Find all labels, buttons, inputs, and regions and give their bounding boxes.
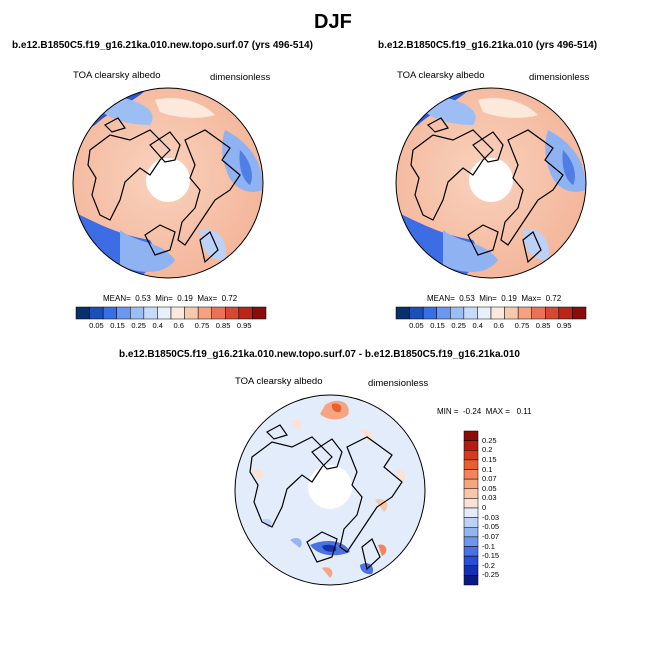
panel1-stats: MEAN= 0.53 Min= 0.19 Max= 0.72 <box>103 294 237 303</box>
panel1-min-value: 0.19 <box>177 294 193 303</box>
panel2-units-label: dimensionless <box>529 72 590 83</box>
panel3-colorbar-tick-label: -0.15 <box>482 551 500 561</box>
panel2-colorbar-tick-label: 0.6 <box>493 321 504 330</box>
panel1-colorbar-tick-label: 0.05 <box>89 321 104 330</box>
panel3-colorbar-swatch <box>463 459 479 470</box>
panel1-mean-value: 0.53 <box>135 294 151 303</box>
panel2-min-value: 0.19 <box>501 294 517 303</box>
panel1-colorbar-tick-label: 0.4 <box>152 321 163 330</box>
panel3-colorbar-swatch <box>463 565 479 576</box>
panel3-colorbar-swatch <box>463 536 479 547</box>
panel2-stats: MEAN= 0.53 Min= 0.19 Max= 0.72 <box>427 294 561 303</box>
panel3-colorbar-tick-label: -0.05 <box>482 522 500 532</box>
panel3-min-value: -0.24 <box>463 407 482 416</box>
panel3-colorbar-swatch <box>463 575 479 586</box>
panel3-colorbar-swatch <box>463 478 479 489</box>
panel2-colorbar-tick-label: 0.75 <box>514 321 530 330</box>
panel1-colorbar-labels: 0.05 0.15 0.25 0.4 0.6 0.75 0.85 0.95 <box>76 321 266 333</box>
panel2-max-label: Max= <box>521 294 542 303</box>
panel3-colorbar-tick-label: 0.07 <box>482 474 497 484</box>
panel3-colorbar-swatch <box>463 469 479 480</box>
panel2-colorbar-swatch <box>572 306 587 320</box>
season-title: DJF <box>314 11 352 33</box>
panel3-colorbar-tick-label: 0 <box>482 503 487 512</box>
panel3-colorbar-swatch <box>463 488 479 499</box>
panel1-variable-label: TOA clearsky albedo <box>73 70 161 81</box>
panel2-colorbar-tick-label: 0.25 <box>451 321 466 330</box>
panel1-field <box>73 88 263 278</box>
panel3-units-label: dimensionless <box>368 378 429 389</box>
panel3-colorbar-tick-label: 0.1 <box>482 464 493 474</box>
panel1-colorbar-tick-label: 0.75 <box>194 321 210 330</box>
panel2-colorbar-tick-label: 0.85 <box>535 321 551 330</box>
panel1-min-label: Min= <box>155 294 173 303</box>
panel3-colorbar-swatch <box>463 440 479 451</box>
panel2-mean-label: MEAN= <box>427 294 455 303</box>
panel1-mean-label: MEAN= <box>103 294 131 303</box>
panel3-colorbar-tick-label: 0.03 <box>482 493 497 503</box>
panel3-max-value: 0.11 <box>516 407 532 416</box>
panel1-colorbar <box>75 306 267 320</box>
panel2-mean-value: 0.53 <box>459 294 475 303</box>
panel2-field <box>396 88 586 278</box>
panel1-colorbar-tick-label: 0.85 <box>215 321 231 330</box>
panel2-variable-label: TOA clearsky albedo <box>397 70 485 81</box>
panel3-colorbar-swatch <box>463 430 479 441</box>
panel3-colorbar-tick-label: 0.05 <box>482 483 497 493</box>
panel1-colorbar-swatch <box>252 306 267 320</box>
panel2-colorbar-labels: 0.05 0.15 0.25 0.4 0.6 0.75 0.85 0.95 <box>396 321 586 333</box>
panel3-colorbar-tick-label: -0.07 <box>482 531 500 541</box>
panel3-colorbar-swatch <box>463 527 479 538</box>
panel1-colorbar-tick-label: 0.95 <box>236 321 252 330</box>
panel1-max-value: 0.72 <box>221 294 238 303</box>
panel3-max-label: MAX = <box>485 407 510 416</box>
panel3-colorbar-tick-label: -0.25 <box>482 570 500 580</box>
panel3-colorbar-tick-label: -0.1 <box>482 541 495 551</box>
panel3-colorbar-tick-label: -0.2 <box>482 560 495 570</box>
panel3-colorbar-swatch <box>463 546 479 557</box>
panel3-min-label: MIN = <box>437 407 459 416</box>
panel2-colorbar-tick-label: 0.4 <box>472 321 483 330</box>
panel3-colorbar-swatch <box>463 555 479 566</box>
panel2-max-value: 0.72 <box>545 294 562 303</box>
panel2-min-label: Min= <box>479 294 497 303</box>
panel1-case-title: b.e12.B1850C5.f19_g16.21ka.010.new.topo.… <box>12 40 313 51</box>
panel3-stats: MIN = -0.24 MAX = 0.11 <box>437 407 532 416</box>
panel1-colorbar-tick-label: 0.25 <box>131 321 146 330</box>
panel3-colorbar-swatch <box>463 450 479 461</box>
panel2-colorbar-tick-label: 0.05 <box>409 321 424 330</box>
panel3-colorbar-tick-label: 0.2 <box>482 445 493 455</box>
panel3-colorbar-swatch <box>463 507 479 518</box>
panel1-colorbar-tick-label: 0.6 <box>173 321 184 330</box>
panel1-max-label: Max= <box>197 294 218 303</box>
panel2-coastlines <box>410 117 564 264</box>
panel1-coastlines <box>87 117 241 264</box>
panel3-coastlines <box>249 424 403 571</box>
panel2-case-title: b.e12.B1850C5.f19_g16.21ka.010 (yrs 496-… <box>378 40 598 51</box>
panel3-case-title: b.e12.B1850C5.f19_g16.21ka.010.new.topo.… <box>119 349 520 360</box>
panel3-variable-label: TOA clearsky albedo <box>235 376 323 387</box>
panel2-colorbar-tick-label: 0.95 <box>556 321 572 330</box>
panel2-colorbar-tick-label: 0.15 <box>430 321 445 330</box>
panel3-colorbar-tick-label: 0.15 <box>482 454 497 464</box>
panel1-colorbar-tick-label: 0.15 <box>110 321 125 330</box>
panel1-units-label: dimensionless <box>210 72 271 83</box>
panel3-colorbar-tick-label: 0.25 <box>482 435 497 445</box>
panel2-colorbar <box>395 306 587 320</box>
panel3-colorbar-labels: 0.25 0.2 0.15 0.1 0.07 0.05 0.03 0 -0.03 -0.05 -0.… <box>482 431 522 585</box>
panel3-colorbar-swatch <box>463 517 479 528</box>
panel3-field <box>235 395 425 585</box>
panel3-colorbar <box>463 430 479 586</box>
panel3-colorbar-swatch <box>463 498 479 509</box>
panel3-colorbar-tick-label: -0.03 <box>482 512 500 522</box>
